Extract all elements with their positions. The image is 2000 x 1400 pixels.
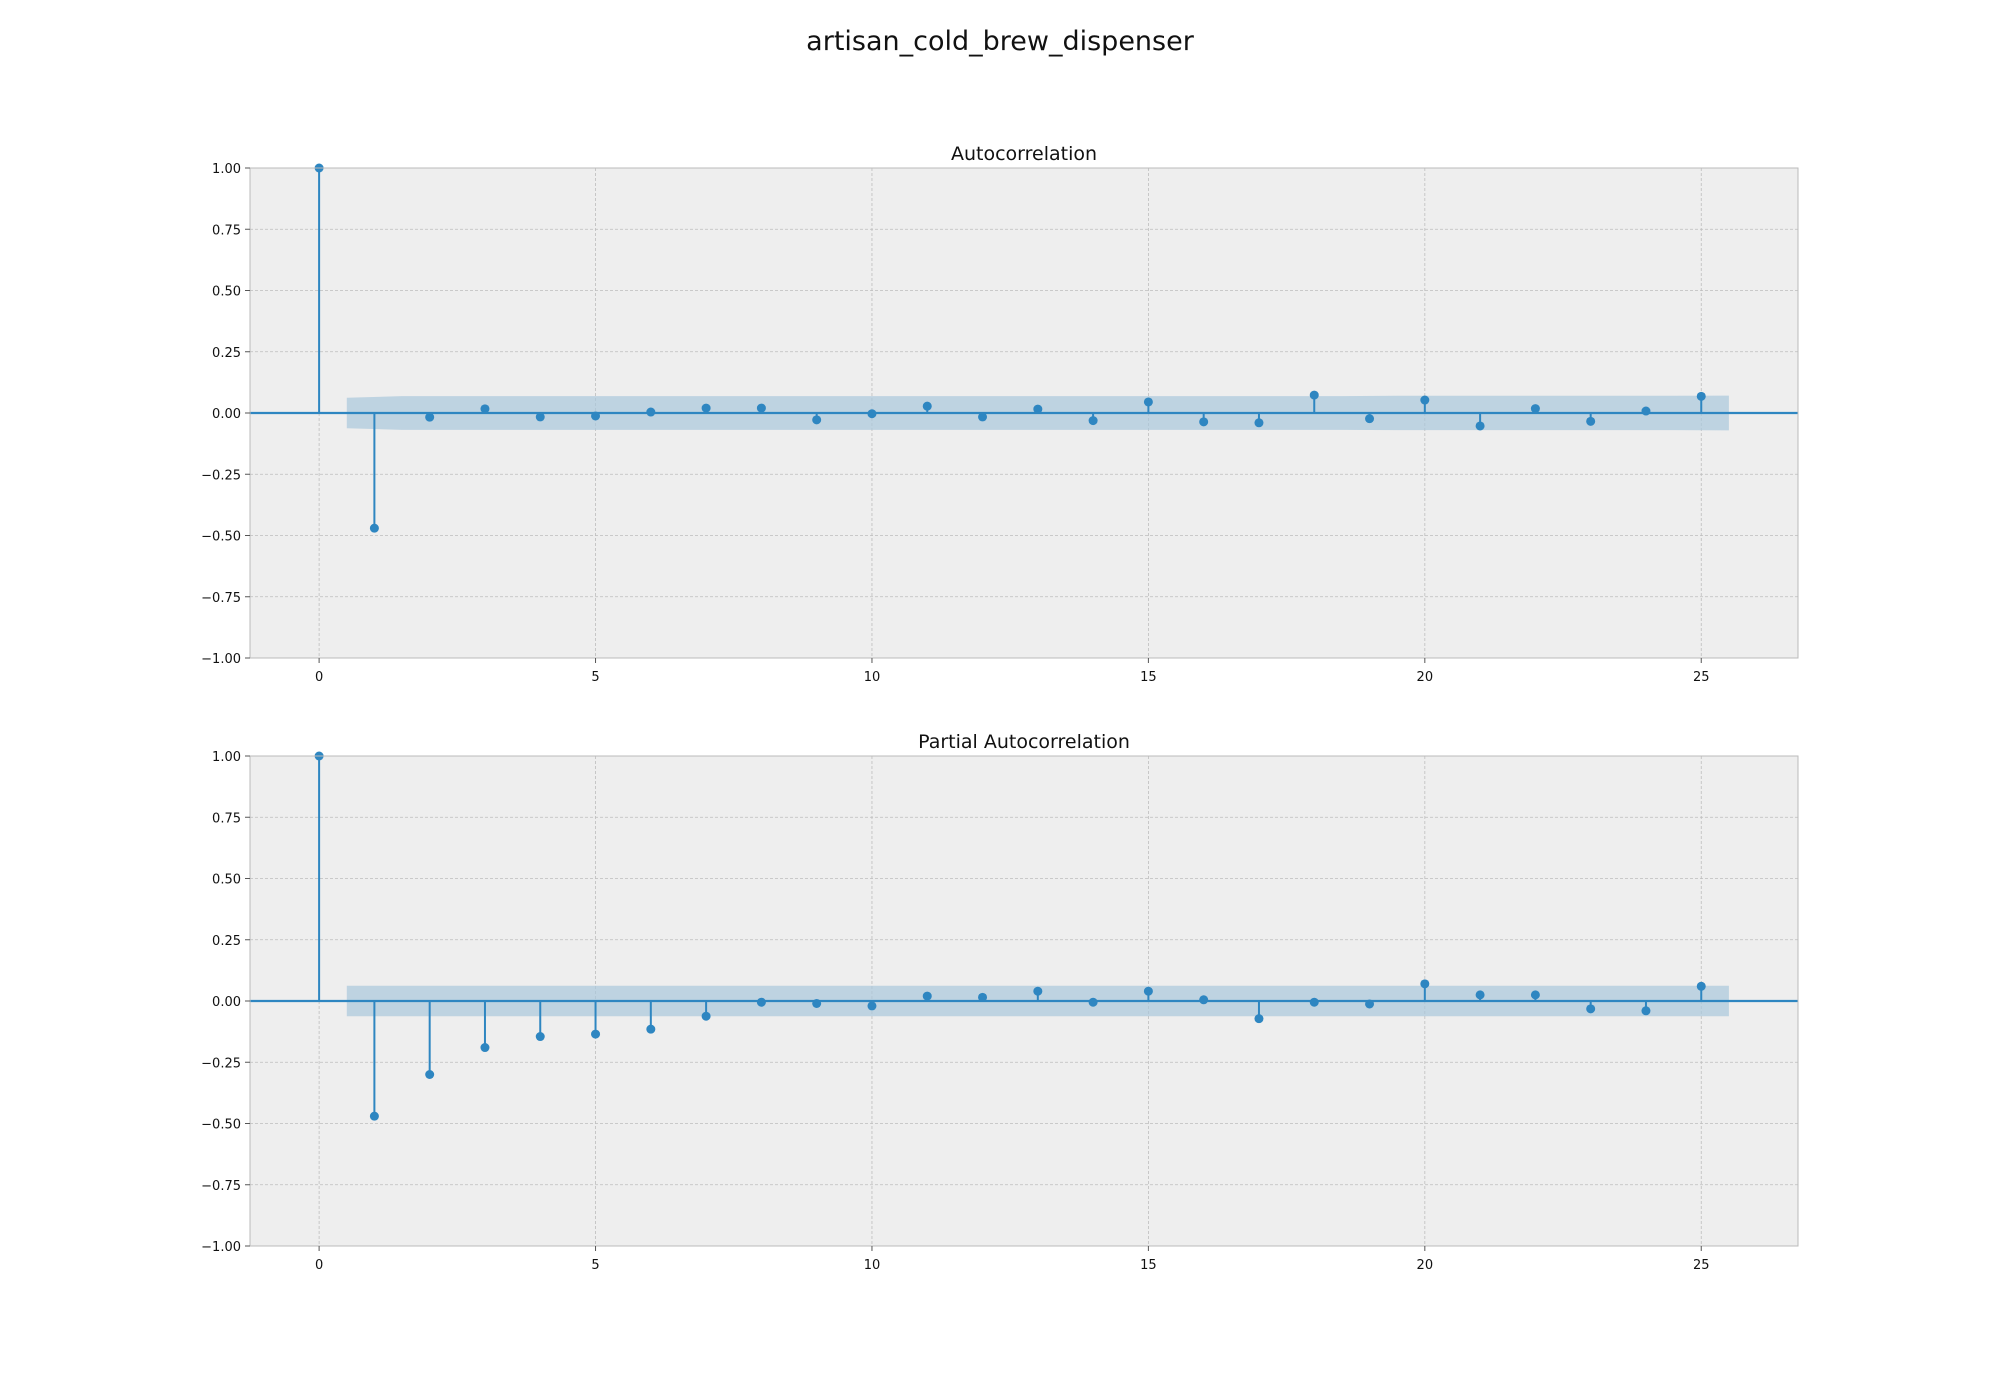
pacf-marker-lag-10 — [867, 1001, 877, 1011]
pacf-marker-lag-17 — [1254, 1014, 1264, 1024]
acf-axes: 0 5 10 15 20 25 1.00 0.75 0.50 0.25 0.00 −0.25 −0.50… — [201, 143, 1799, 685]
pacf-marker-lag-9 — [812, 998, 822, 1008]
acf-marker-lag-7 — [701, 403, 711, 413]
pacf-xtick-label-4: 20 — [1417, 1258, 1434, 1273]
pacf-title: Partial Autocorrelation — [918, 731, 1130, 753]
pacf-marker-lag-2 — [425, 1070, 435, 1079]
acf-marker-lag-21 — [1475, 421, 1485, 431]
pacf-ytick-label-8: −1.00 — [201, 1240, 241, 1255]
acf-marker-lag-3 — [480, 404, 490, 414]
acf-ytick-label-1: 0.75 — [212, 223, 241, 238]
acf-marker-lag-15 — [1143, 397, 1153, 407]
pacf-marker-lag-15 — [1143, 986, 1153, 996]
pacf-marker-lag-23 — [1586, 1004, 1596, 1014]
pacf-marker-lag-8 — [756, 997, 766, 1007]
pacf-marker-lag-18 — [1309, 997, 1319, 1007]
acf-marker-lag-23 — [1586, 416, 1596, 426]
acf-marker-lag-17 — [1254, 418, 1264, 428]
pacf-marker-lag-6 — [646, 1024, 656, 1034]
pacf-ytick-label-3: 0.25 — [212, 934, 241, 949]
pacf-xtick-label-0: 0 — [315, 1258, 323, 1273]
acf-marker-lag-6 — [646, 407, 656, 417]
pacf-xtick-label-2: 10 — [864, 1258, 881, 1273]
acf-marker-lag-22 — [1530, 404, 1540, 414]
acf-ytick-label-3: 0.25 — [212, 346, 241, 361]
acf-xtick-label-2: 10 — [864, 670, 881, 685]
pacf-marker-lag-5 — [591, 1029, 601, 1039]
acf-marker-lag-24 — [1641, 406, 1651, 416]
pacf-ytick-label-7: −0.75 — [201, 1179, 241, 1194]
acf-marker-lag-12 — [978, 412, 988, 422]
pacf-marker-lag-16 — [1199, 995, 1209, 1005]
pacf-marker-lag-25 — [1696, 981, 1706, 991]
pacf-ytick-label-2: 0.50 — [212, 873, 241, 888]
pacf-marker-lag-20 — [1420, 979, 1430, 989]
acf-marker-lag-9 — [812, 415, 822, 425]
acf-ytick-label-2: 0.50 — [212, 285, 241, 300]
acf-xtick-label-1: 5 — [591, 670, 599, 685]
pacf-xtick-label-3: 15 — [1140, 1258, 1157, 1273]
acf-marker-lag-14 — [1088, 416, 1098, 426]
pacf-marker-lag-1 — [369, 1111, 379, 1121]
pacf-marker-lag-11 — [922, 991, 932, 1001]
acf-marker-lag-25 — [1696, 391, 1706, 401]
acf-ytick-label-5: −0.25 — [201, 468, 241, 483]
acf-marker-lag-4 — [535, 412, 545, 422]
acf-ytick-label-7: −0.75 — [201, 591, 241, 606]
acf-xtick-label-3: 15 — [1140, 670, 1157, 685]
acf-marker-lag-2 — [425, 412, 435, 422]
pacf-ytick-label-6: −0.50 — [201, 1118, 241, 1133]
pacf-xtick-label-5: 25 — [1693, 1258, 1710, 1273]
pacf-marker-lag-22 — [1530, 990, 1540, 1000]
acf-marker-lag-8 — [756, 403, 766, 413]
acf-marker-lag-16 — [1199, 417, 1209, 427]
acf-marker-lag-10 — [867, 409, 877, 419]
acf-marker-lag-11 — [922, 401, 932, 411]
pacf-marker-lag-24 — [1641, 1006, 1651, 1016]
pacf-marker-lag-3 — [480, 1043, 490, 1053]
pacf-marker-lag-7 — [701, 1011, 711, 1021]
acf-marker-lag-5 — [591, 411, 601, 421]
acf-marker-lag-19 — [1365, 414, 1375, 424]
acf-xtick-label-0: 0 — [315, 670, 323, 685]
acf-xtick-label-4: 20 — [1417, 670, 1434, 685]
acf-xtick-label-5: 25 — [1693, 670, 1710, 685]
acf-ytick-label-6: −0.50 — [201, 530, 241, 545]
pacf-ytick-label-0: 1.00 — [212, 750, 241, 765]
acf-ytick-label-0: 1.00 — [212, 162, 241, 177]
figure-suptitle: artisan_cold_brew_dispenser — [806, 26, 1195, 57]
pacf-marker-lag-19 — [1365, 999, 1375, 1009]
acf-ytick-label-4: 0.00 — [212, 407, 241, 422]
pacf-marker-lag-21 — [1475, 990, 1485, 1000]
acf-ytick-label-8: −1.00 — [201, 652, 241, 667]
acf-title: Autocorrelation — [951, 143, 1097, 165]
pacf-marker-lag-13 — [1033, 986, 1043, 996]
pacf-marker-lag-14 — [1088, 997, 1098, 1007]
pacf-axes: 0 5 10 15 20 25 1.00 0.75 0.50 0.25 0.00 −0.25 −0.50… — [201, 731, 1799, 1273]
pacf-marker-lag-12 — [978, 992, 988, 1002]
acf-marker-lag-13 — [1033, 404, 1043, 414]
acf-marker-lag-20 — [1420, 395, 1430, 405]
acf-marker-lag-18 — [1309, 390, 1319, 400]
pacf-ytick-label-5: −0.25 — [201, 1056, 241, 1071]
pacf-xtick-label-1: 5 — [591, 1258, 599, 1273]
pacf-ytick-label-4: 0.00 — [212, 995, 241, 1010]
acf-marker-lag-1 — [369, 523, 379, 533]
pacf-ytick-label-1: 0.75 — [212, 811, 241, 826]
pacf-marker-lag-4 — [535, 1032, 545, 1042]
